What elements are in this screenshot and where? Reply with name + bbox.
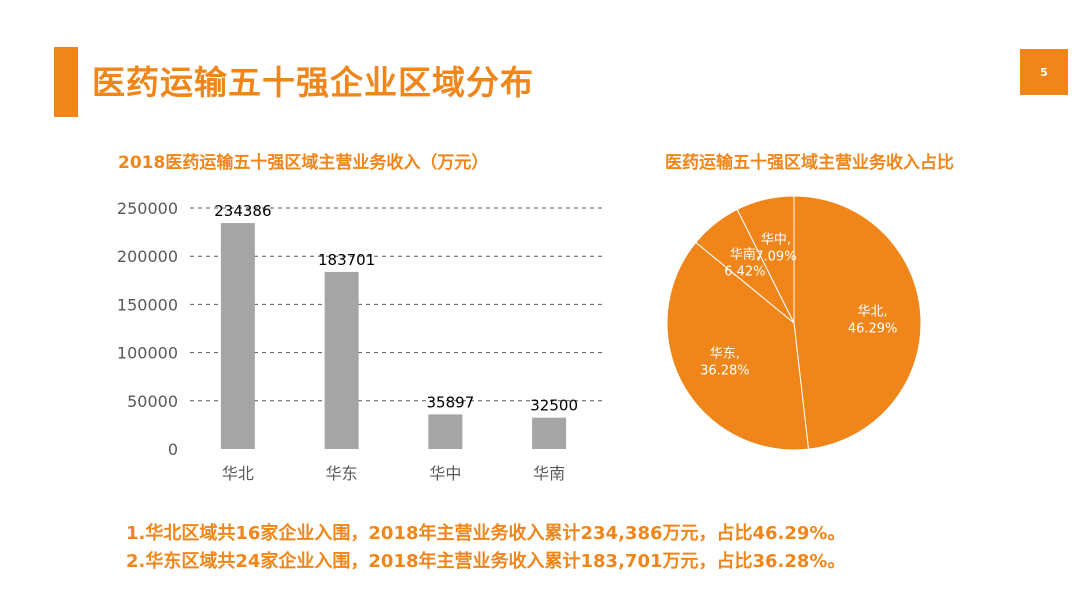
y-tick-label: 250000 xyxy=(117,199,178,218)
title-accent-bar xyxy=(54,47,78,117)
notes-block: 1.华北区域共16家企业入围，2018年主营业务收入累计234,386万元，占比… xyxy=(126,520,845,576)
pie-slice xyxy=(793,195,922,450)
bar xyxy=(532,417,567,449)
page-number: 5 xyxy=(1020,49,1068,95)
y-tick-label: 200000 xyxy=(117,247,178,266)
pie-slice-pct: 36.28% xyxy=(700,364,750,379)
pie-slice-pct: 46.29% xyxy=(848,321,898,336)
data-label: 234386 xyxy=(214,202,271,220)
bar-chart-title: 2018医药运输五十强区域主营业务收入（万元） xyxy=(118,153,489,173)
page-title: 医药运输五十强企业区域分布 xyxy=(92,63,534,102)
data-label: 35897 xyxy=(427,393,475,411)
bar xyxy=(324,271,359,449)
bar xyxy=(220,223,255,449)
pie-slice-label: 华东, xyxy=(710,347,740,362)
note-line-1: 1.华北区域共16家企业入围，2018年主营业务收入累计234,386万元，占比… xyxy=(126,523,846,544)
y-tick-label: 100000 xyxy=(117,344,178,363)
x-tick-label: 华南 xyxy=(533,464,565,483)
pie-chart-title: 医药运输五十强区域主营业务收入占比 xyxy=(665,153,954,173)
y-tick-label: 150000 xyxy=(117,295,178,314)
pie-slice xyxy=(736,195,795,324)
note-line-2: 2.华东区域共24家企业入围，2018年主营业务收入累计183,701万元，占比… xyxy=(126,551,846,572)
pie-slice-pct: 7.09% xyxy=(755,249,796,264)
pie-slice-label: 华中, xyxy=(761,232,791,247)
pie-slice xyxy=(666,241,810,451)
y-tick-label: 50000 xyxy=(127,392,178,411)
data-label: 32500 xyxy=(530,397,578,415)
x-tick-label: 华东 xyxy=(326,464,358,483)
x-tick-label: 华中 xyxy=(429,464,461,483)
x-tick-label: 华北 xyxy=(222,464,254,483)
pie-slice-pct: 6.42% xyxy=(724,264,765,279)
pie-slice-label: 华南, xyxy=(730,246,760,262)
bar xyxy=(428,414,463,449)
data-label: 183701 xyxy=(318,251,375,269)
y-tick-label: 0 xyxy=(168,440,178,459)
pie-slice-label: 华北, xyxy=(858,304,888,319)
